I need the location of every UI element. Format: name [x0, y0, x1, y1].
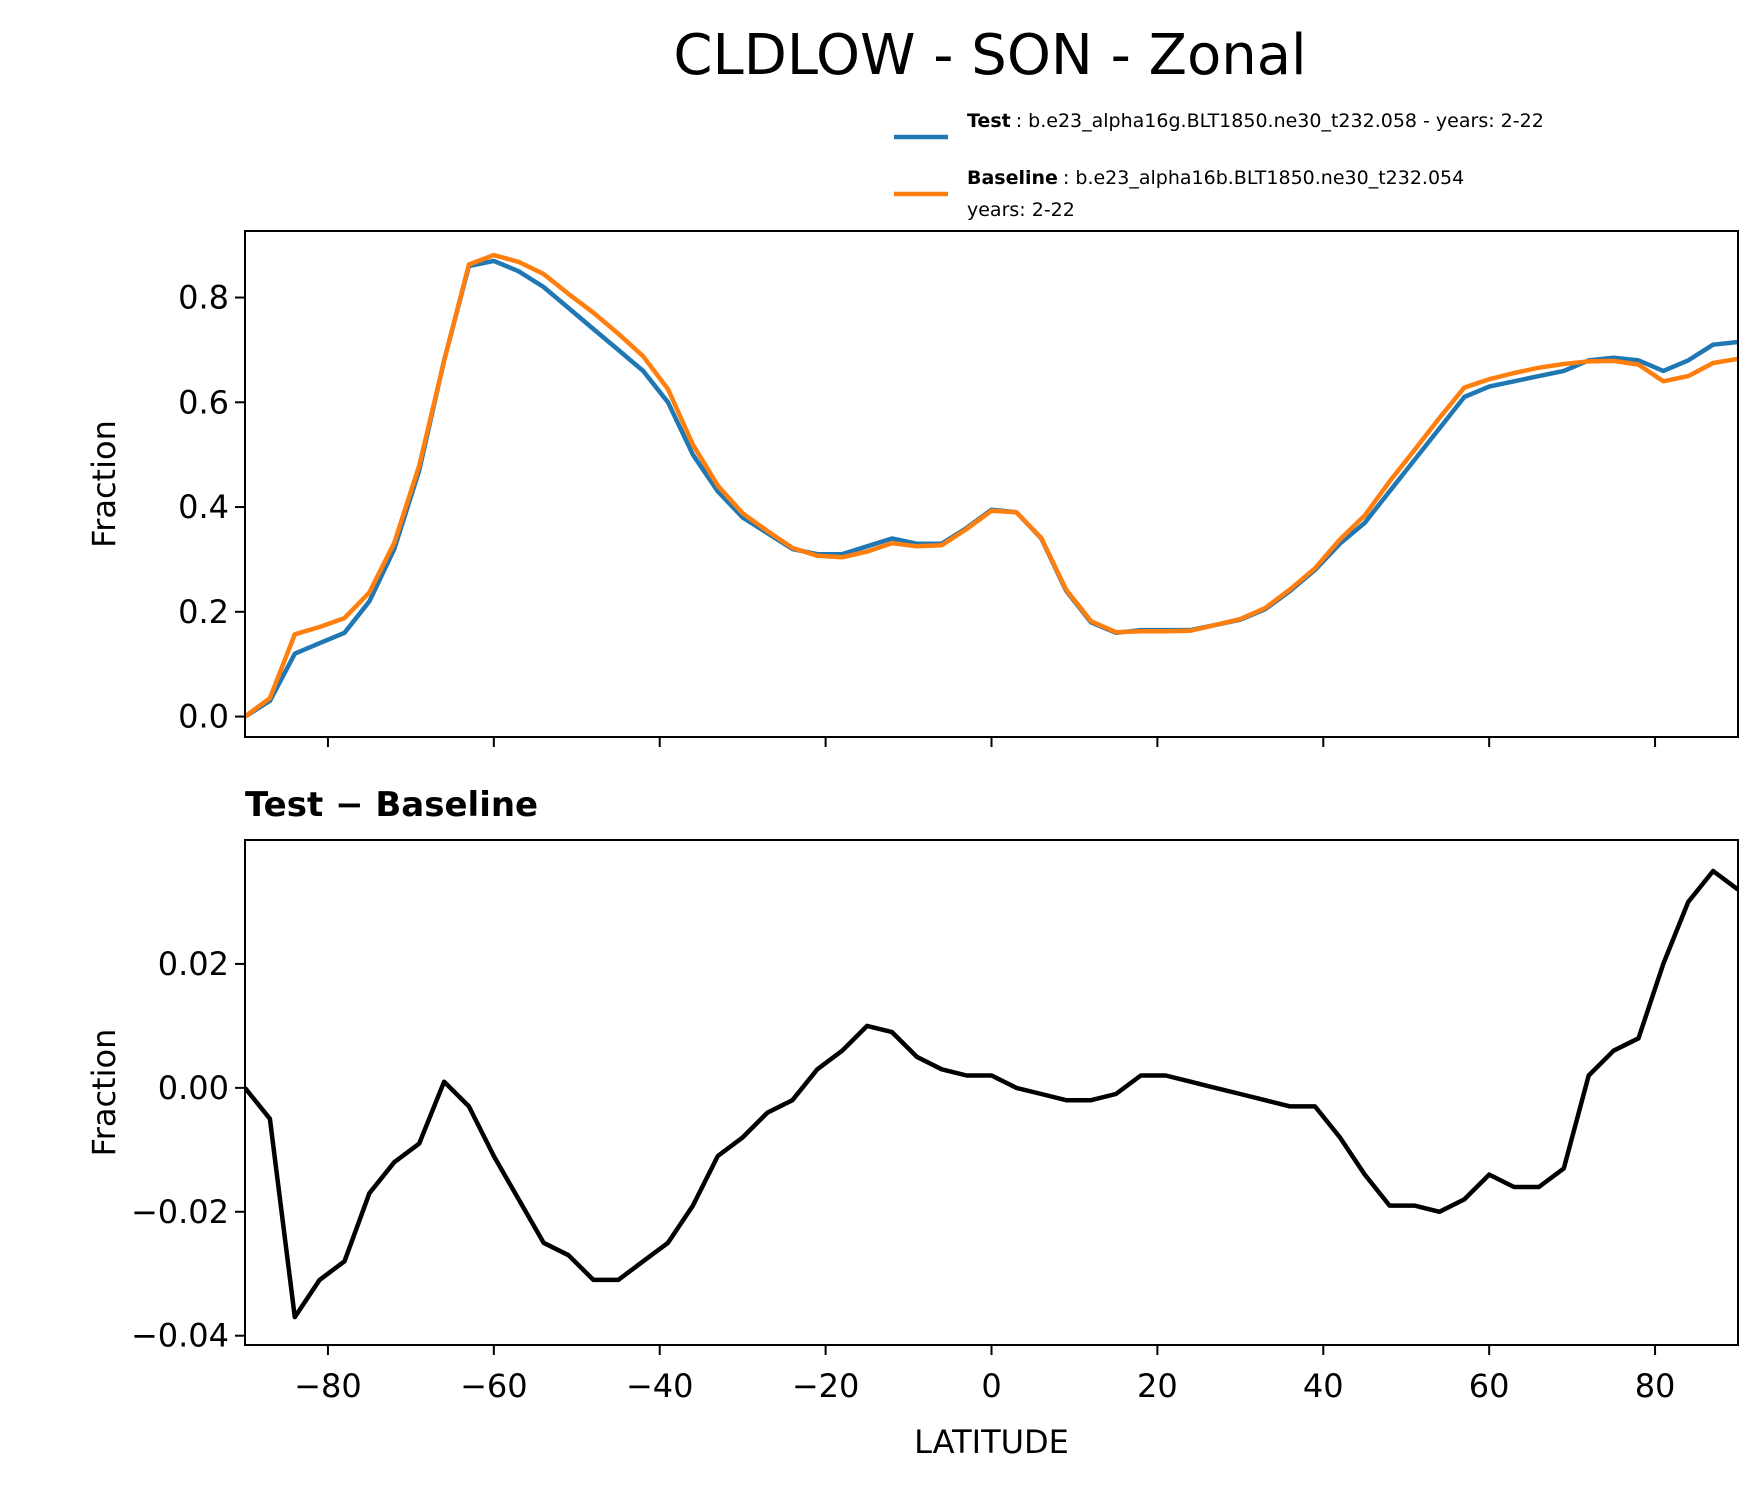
legend-detail: : b.e23_alpha16g.BLT1850.ne30_t232.058 -…	[1016, 110, 1544, 132]
y-tick-label: 0.6	[178, 383, 229, 421]
y-tick-label: −0.04	[131, 1317, 229, 1355]
legend-detail: : b.e23_alpha16b.BLT1850.ne30_t232.054	[1063, 167, 1464, 189]
x-tick-label: 60	[1469, 1367, 1510, 1405]
legend-text: Baseline: b.e23_alpha16b.BLT1850.ne30_t2…	[967, 167, 1464, 189]
legend-name: Test	[967, 110, 1011, 132]
legend-detail: years: 2-22	[967, 199, 1075, 221]
x-tick-label: −20	[792, 1367, 860, 1405]
x-tick-label: 0	[981, 1367, 1001, 1405]
x-tick-label: −40	[626, 1367, 694, 1405]
y-tick-label: 0.00	[158, 1069, 229, 1107]
y-tick-label: 0.8	[178, 279, 229, 317]
axes-frame	[244, 230, 1739, 738]
y-tick-label: 0.2	[178, 593, 229, 631]
y-axis-label: Fraction	[85, 420, 123, 548]
x-tick-label: −60	[460, 1367, 528, 1405]
x-tick-label: 20	[1137, 1367, 1178, 1405]
y-tick-label: −0.02	[131, 1193, 229, 1231]
axes-frame	[244, 839, 1739, 1346]
legend-text: Test: b.e23_alpha16g.BLT1850.ne30_t232.0…	[967, 110, 1544, 132]
series-line	[245, 868, 1738, 1320]
series-line	[245, 252, 1738, 719]
axes-title: Test − Baseline	[245, 785, 538, 825]
series-line	[245, 258, 1738, 719]
legend-text: years: 2-22	[967, 199, 1075, 221]
y-tick-label: 0.0	[178, 698, 229, 736]
y-axis-label: Fraction	[85, 1029, 123, 1157]
legend-name: Baseline	[967, 167, 1058, 189]
y-tick-label: 0.4	[178, 488, 229, 526]
x-axis-label: LATITUDE	[914, 1423, 1069, 1461]
figure-title: CLDLOW - SON - Zonal	[673, 23, 1306, 88]
y-tick-label: 0.02	[158, 945, 229, 983]
x-tick-label: −80	[294, 1367, 362, 1405]
x-tick-label: 80	[1635, 1367, 1676, 1405]
x-tick-label: 40	[1303, 1367, 1344, 1405]
